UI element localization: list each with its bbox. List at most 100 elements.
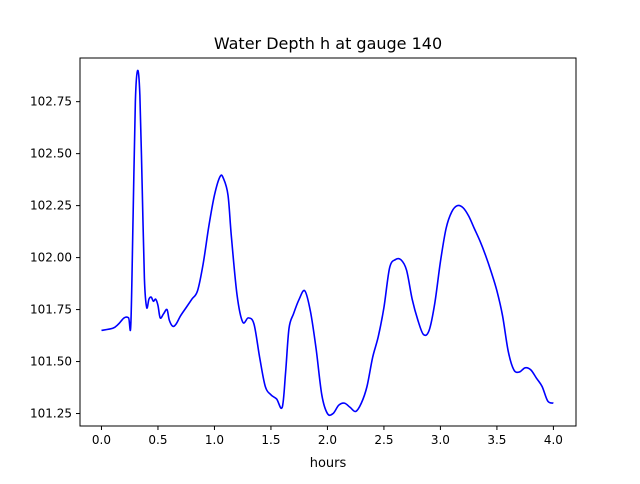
- data-point: [158, 305, 159, 306]
- data-point: [468, 216, 469, 217]
- data-point: [423, 334, 424, 335]
- y-tick-label: 101.75: [30, 303, 72, 317]
- data-point: [282, 407, 283, 408]
- data-point: [440, 261, 441, 262]
- data-point: [508, 351, 509, 352]
- data-point: [412, 299, 413, 300]
- data-point: [220, 176, 221, 177]
- data-point: [242, 322, 243, 323]
- data-point: [214, 195, 215, 196]
- y-tick-label: 101.25: [30, 407, 72, 421]
- data-point: [434, 303, 435, 304]
- data-point: [480, 241, 481, 242]
- series-lines: [101, 69, 554, 417]
- data-point: [502, 316, 503, 317]
- data-point: [149, 299, 150, 300]
- data-point: [176, 324, 177, 325]
- data-point: [146, 307, 147, 308]
- data-point: [223, 178, 224, 179]
- data-point: [429, 330, 430, 331]
- data-point: [169, 320, 170, 321]
- x-axis-label: hours: [310, 456, 347, 471]
- y-tick-label: 102.50: [30, 147, 72, 161]
- data-point: [305, 291, 306, 292]
- x-tick-label: 3.5: [487, 433, 506, 447]
- data-point: [231, 237, 232, 238]
- data-point: [451, 212, 452, 213]
- data-point: [137, 70, 138, 71]
- plot-frame: [79, 57, 577, 427]
- data-point: [151, 297, 152, 298]
- data-point: [289, 328, 290, 329]
- data-point: [163, 313, 164, 314]
- x-tick-label: 3.0: [431, 433, 450, 447]
- data-point: [406, 270, 407, 271]
- x-tick-label: 0.0: [92, 433, 111, 447]
- x-tick-label: 0.5: [148, 433, 167, 447]
- data-point: [155, 299, 156, 300]
- data-point: [276, 399, 277, 400]
- data-point: [333, 413, 334, 414]
- data-point: [112, 328, 113, 329]
- data-point: [186, 307, 187, 308]
- x-tick-label: 1.0: [205, 433, 224, 447]
- data-point: [350, 407, 351, 408]
- data-point: [228, 195, 229, 196]
- data-point: [401, 259, 402, 260]
- data-point: [135, 101, 136, 102]
- data-point: [372, 357, 373, 358]
- data-point: [118, 324, 119, 325]
- data-point: [327, 413, 328, 414]
- data-point: [167, 309, 168, 310]
- data-point: [542, 386, 543, 387]
- data-point: [338, 405, 339, 406]
- x-tick-label: 1.5: [261, 433, 280, 447]
- data-point: [248, 318, 249, 319]
- data-point: [285, 372, 286, 373]
- data-point: [140, 95, 141, 96]
- data-point: [293, 313, 294, 314]
- data-point: [316, 349, 317, 350]
- data-point: [418, 320, 419, 321]
- data-point: [457, 205, 458, 206]
- data-point: [525, 367, 526, 368]
- data-point: [192, 299, 193, 300]
- data-point: [463, 207, 464, 208]
- data-point: [203, 264, 204, 265]
- data-point: [485, 255, 486, 256]
- data-point: [197, 291, 198, 292]
- data-point: [180, 316, 181, 317]
- data-point: [124, 318, 125, 319]
- y-tick-label: 102.25: [30, 199, 72, 213]
- data-point: [133, 216, 134, 217]
- x-tick-label: 2.0: [318, 433, 337, 447]
- data-point: [153, 301, 154, 302]
- data-point: [514, 370, 515, 371]
- x-tick-label: 4.0: [544, 433, 563, 447]
- data-point: [531, 370, 532, 371]
- data-point: [367, 386, 368, 387]
- data-point: [259, 357, 260, 358]
- data-point: [131, 324, 132, 325]
- data-point: [128, 318, 129, 319]
- data-point: [474, 228, 475, 229]
- data-point: [519, 372, 520, 373]
- data-point: [344, 403, 345, 404]
- data-point: [378, 336, 379, 337]
- data-point: [547, 401, 548, 402]
- data-point: [237, 295, 238, 296]
- data-point: [209, 226, 210, 227]
- data-point: [265, 386, 266, 387]
- x-tick-label: 2.5: [374, 433, 393, 447]
- data-point: [142, 185, 143, 186]
- data-point: [553, 403, 554, 404]
- data-point: [355, 411, 356, 412]
- data-point: [310, 311, 311, 312]
- data-point: [299, 299, 300, 300]
- axis-ticks: 0.0 0.5 1.0 1.5 2.0 2.5 3.0 3.5 4.0 101.25 101.50 1…: [30, 95, 563, 447]
- data-point: [254, 324, 255, 325]
- data-point: [497, 291, 498, 292]
- y-tick-label: 102.75: [30, 95, 72, 109]
